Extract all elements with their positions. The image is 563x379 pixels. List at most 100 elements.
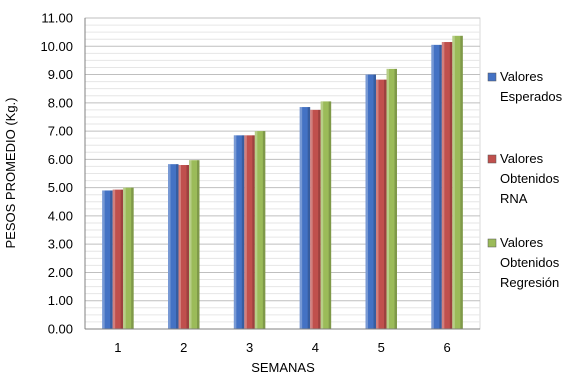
bar-highlight (310, 109, 313, 330)
bar-highlight (168, 164, 171, 329)
y-tick-label: 2.00 (48, 265, 73, 280)
legend-entry: Valores Obtenidos RNA (487, 151, 560, 206)
bar-shade (120, 189, 124, 329)
bar-fill (386, 68, 397, 330)
bar-fill (123, 187, 134, 329)
bar-fill (233, 135, 245, 329)
bar-shade (318, 109, 321, 330)
legend: Valores Esperados Valores Obtenidos RNA Valor… (487, 69, 563, 290)
bar-highlight (112, 189, 116, 329)
bar-fill (102, 190, 113, 329)
bar-fill (320, 101, 332, 330)
bar-shade (328, 101, 332, 330)
bar-shade (449, 42, 453, 329)
bar (299, 107, 311, 330)
y-tick-label: 3.00 (48, 237, 73, 252)
bar-shade (394, 68, 397, 330)
bar-shade (110, 190, 113, 329)
legend-entry: Valores Obtenidos Regresión (487, 235, 560, 290)
bar-shade (176, 164, 179, 329)
bar-highlight (233, 135, 237, 329)
bar-shade (439, 44, 442, 329)
bar-highlight (386, 68, 389, 330)
bar-highlight (123, 187, 126, 329)
bar-shade (460, 35, 463, 329)
bar (376, 79, 387, 329)
legend-label: Valores Obtenidos Regresión (500, 235, 560, 290)
y-tick-label: 7.00 (48, 124, 73, 139)
x-axis-title: SEMANAS (251, 360, 315, 375)
bar-fill (299, 107, 311, 330)
bar-shade (186, 165, 189, 329)
bar-highlight (102, 190, 105, 329)
y-tick-label: 6.00 (48, 152, 73, 167)
y-tick-label: 10.00 (40, 39, 73, 54)
y-tick-label: 9.00 (48, 67, 73, 82)
bar-fill (431, 44, 442, 329)
x-tick-label: 3 (246, 340, 253, 355)
bar (233, 135, 245, 329)
x-tick-label: 4 (312, 340, 319, 355)
bar-fill (254, 131, 266, 329)
bar-shade (262, 131, 266, 329)
bar-fill (189, 160, 200, 329)
bar-fill (178, 165, 189, 329)
bar-fill (244, 135, 255, 329)
bar-shade (197, 160, 200, 329)
bar-highlight (365, 74, 368, 329)
bar (254, 131, 266, 329)
bar (452, 35, 463, 329)
bar (441, 42, 453, 329)
bar (320, 101, 332, 330)
bar (386, 68, 397, 330)
bar-highlight (189, 160, 192, 329)
bar-shade (373, 74, 376, 329)
bar (102, 190, 113, 329)
bar-shade (252, 135, 255, 329)
bar (168, 164, 179, 329)
y-axis-title: PESOS PROMEDIO (Kg.) (3, 98, 18, 249)
bar (244, 135, 255, 329)
bar-highlight (254, 131, 258, 329)
x-tick-label: 6 (443, 340, 450, 355)
bar-shade (241, 135, 245, 329)
bar-highlight (441, 42, 445, 329)
y-tick-labels: 0.00 1.00 2.00 3.00 4.00 5.00 6.00 7.00 8.00 9.00… (40, 11, 73, 337)
bar-shade (384, 79, 387, 329)
bar-fill (452, 35, 463, 329)
bar-fill (168, 164, 179, 329)
bar-highlight (376, 79, 379, 329)
y-tick-label: 5.00 (48, 180, 73, 195)
bar-fill (365, 74, 376, 329)
bars (102, 35, 463, 330)
x-tick-labels: 1 2 3 4 5 6 (114, 340, 450, 355)
y-tick-label: 1.00 (48, 293, 73, 308)
y-tick-label: 0.00 (48, 322, 73, 337)
legend-swatch (487, 238, 497, 248)
bar (365, 74, 376, 329)
bar (310, 109, 321, 330)
x-tick-label: 2 (180, 340, 187, 355)
axes (84, 18, 480, 330)
bar-shade (307, 107, 311, 330)
legend-swatch (487, 72, 497, 82)
bar (431, 44, 442, 329)
y-tick-label: 8.00 (48, 95, 73, 110)
bar-fill (376, 79, 387, 329)
bar-highlight (178, 165, 181, 329)
bar (189, 160, 200, 329)
bar (178, 165, 189, 329)
bar (123, 187, 134, 329)
bar-highlight (320, 101, 324, 330)
x-tick-label: 1 (114, 340, 121, 355)
bar (112, 189, 124, 329)
legend-entry: Valores Esperados (487, 69, 563, 104)
bar-shade (131, 187, 134, 329)
bar-fill (112, 189, 124, 329)
bar-fill (441, 42, 453, 329)
y-tick-label: 11.00 (41, 11, 73, 26)
legend-swatch (487, 154, 497, 164)
legend-label: Valores Esperados (500, 69, 563, 104)
